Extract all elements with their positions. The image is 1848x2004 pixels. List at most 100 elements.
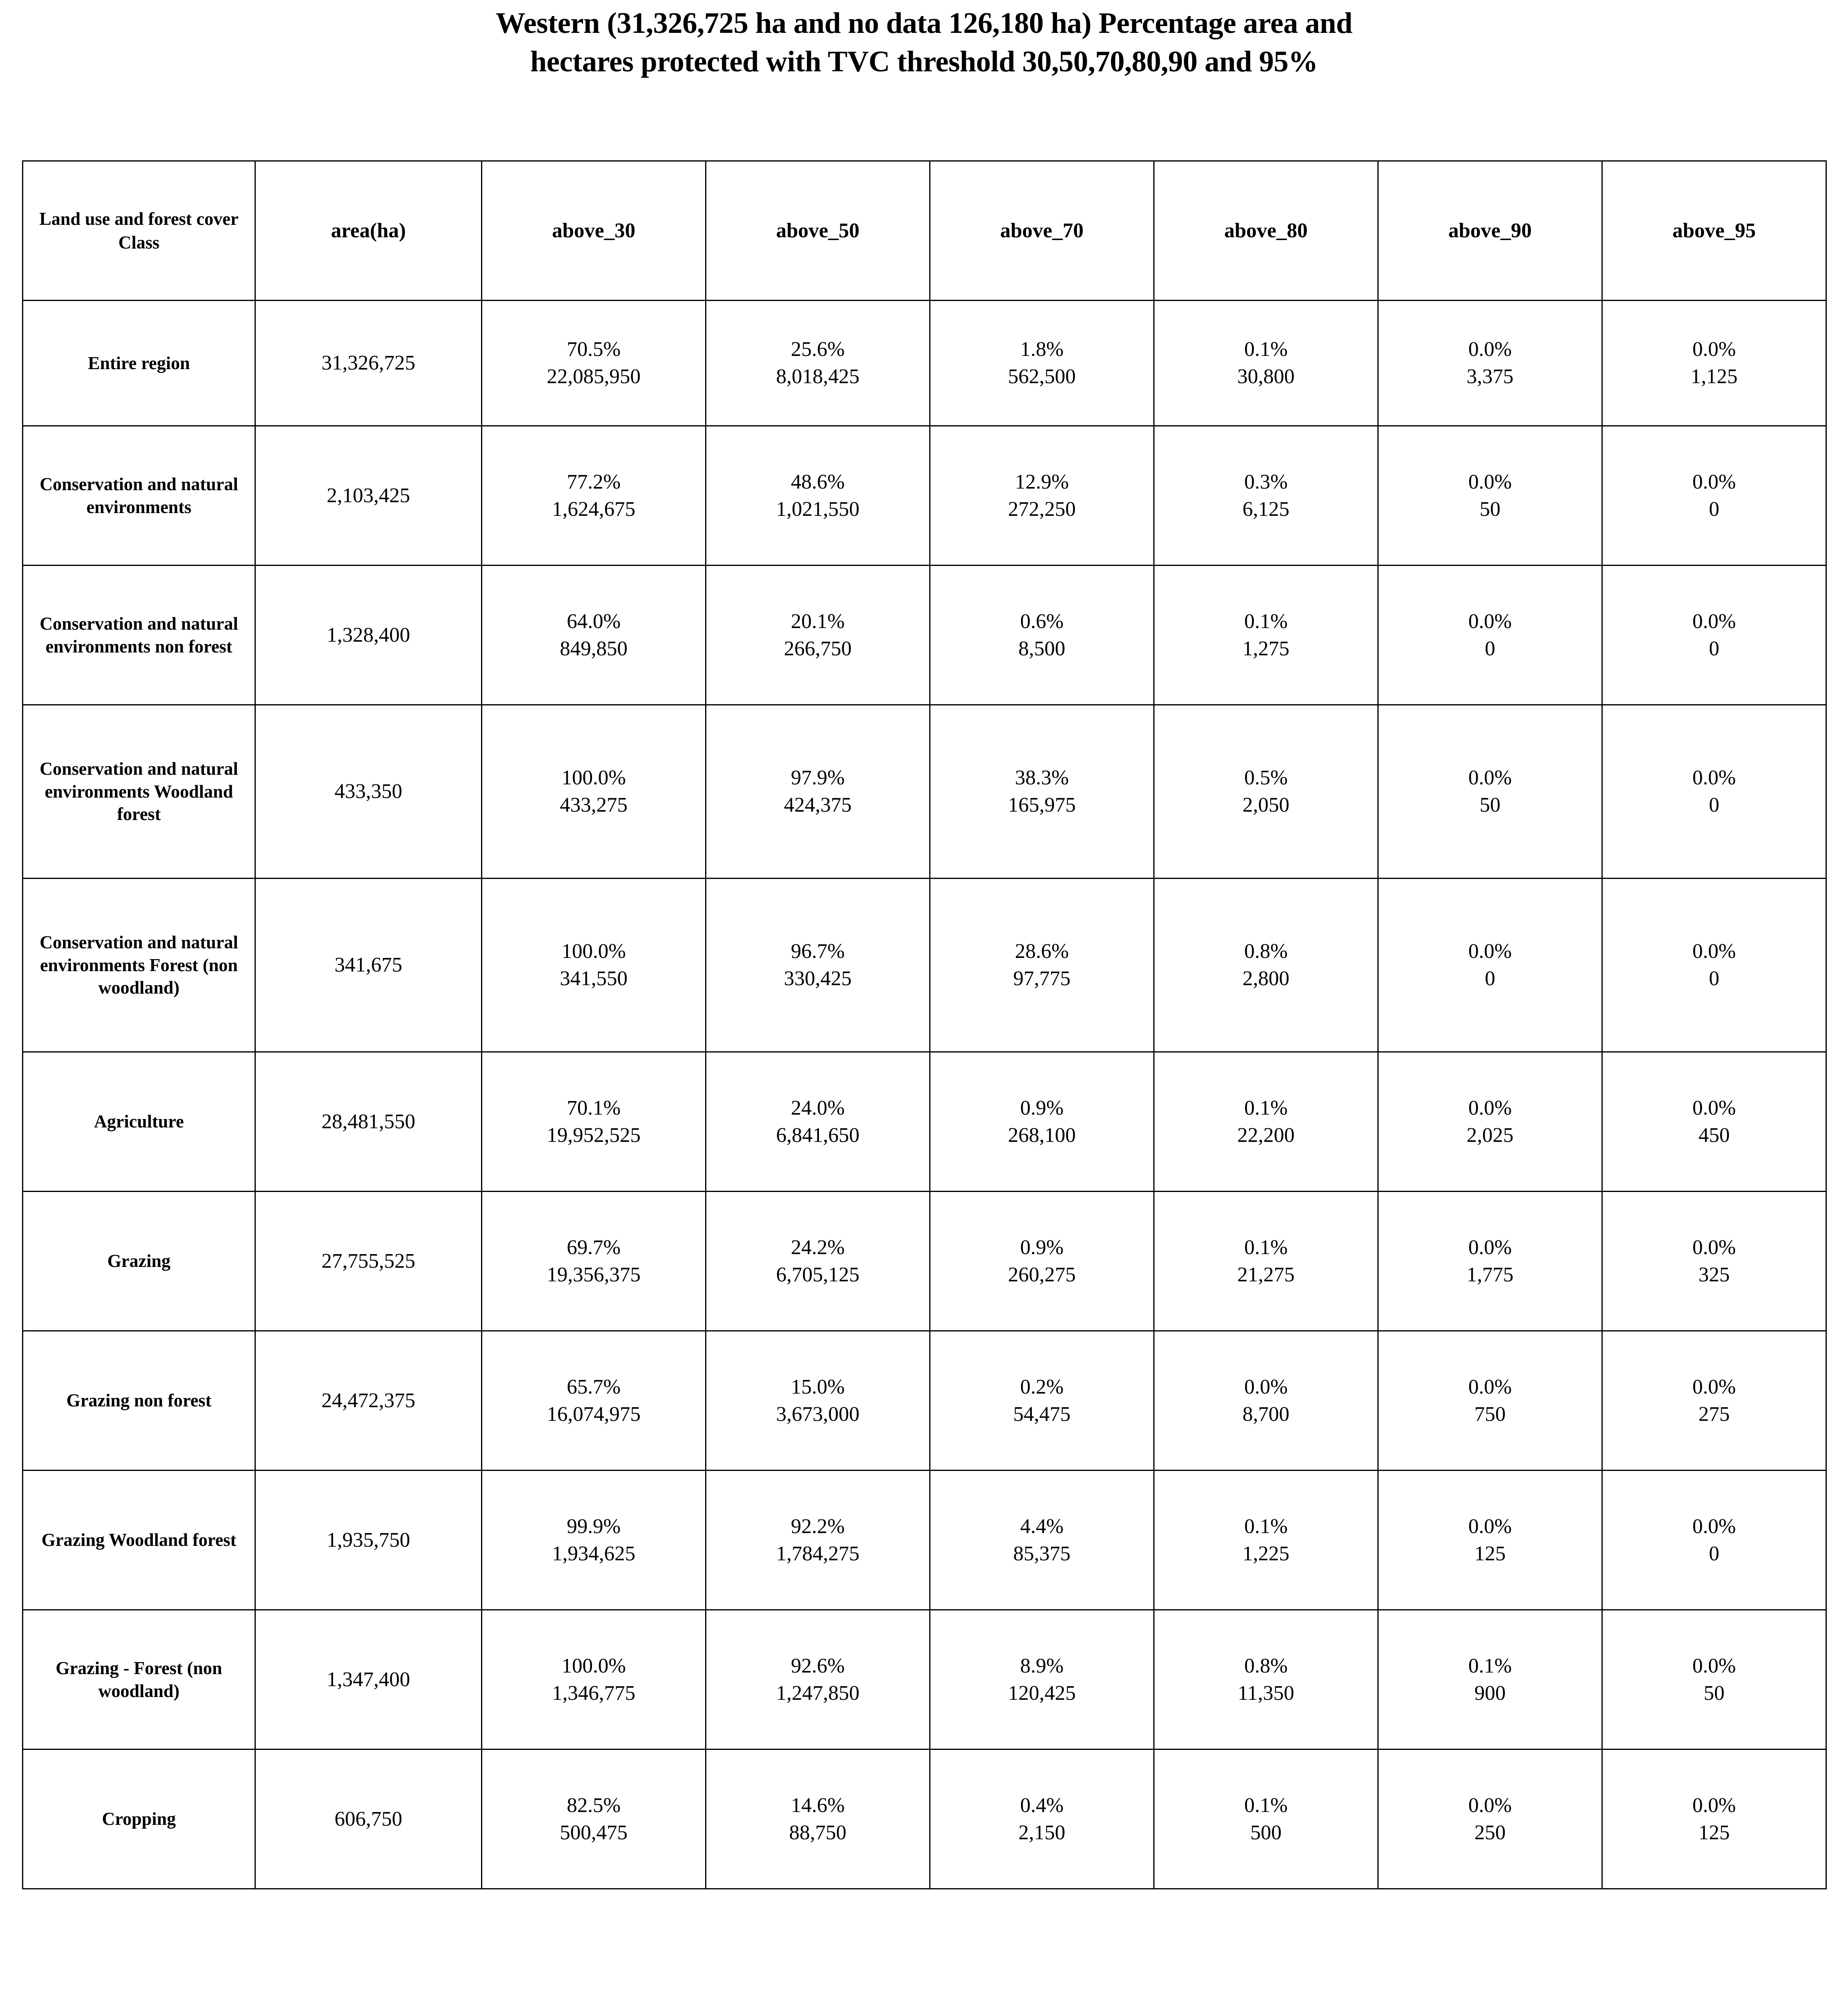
cell-hectares: 1,784,275	[776, 1542, 859, 1565]
page-title: Western (31,326,725 ha and no data 126,1…	[0, 4, 1848, 81]
cell-above-95: 0.0% 275	[1601, 1330, 1827, 1471]
row-class-label: Entire region	[22, 300, 256, 426]
row-area-value: 31,326,725	[255, 300, 482, 426]
cell-hectares: 88,750	[789, 1821, 847, 1844]
cell-percent: 48.6%	[791, 470, 845, 493]
cell-hectares: 50	[1480, 794, 1500, 816]
cell-hectares: 2,800	[1242, 967, 1290, 990]
cell-above-30: 70.5% 22,085,950	[481, 300, 706, 426]
row-class-label: Conservation and natural environments Fo…	[22, 878, 256, 1053]
cell-percent: 0.1%	[1244, 1236, 1288, 1259]
cell-hectares: 500	[1250, 1821, 1282, 1844]
row-class-label: Grazing Woodland forest	[22, 1470, 256, 1610]
cell-above-95: 0.0% 0	[1601, 425, 1827, 566]
cell-percent: 0.0%	[1692, 1515, 1736, 1538]
land-use-table-container: Land use and forest cover Class area(ha)…	[22, 160, 1827, 1889]
cell-above-90: 0.0% 750	[1377, 1330, 1603, 1471]
cell-percent: 70.1%	[566, 1096, 621, 1119]
cell-hectares: 433,275	[560, 794, 628, 816]
row-area-value: 28,481,550	[255, 1051, 482, 1192]
cell-percent: 0.0%	[1692, 1096, 1736, 1119]
title-line-2: hectares protected with TVC threshold 30…	[530, 45, 1318, 79]
cell-above-50: 15.0% 3,673,000	[705, 1330, 930, 1471]
row-area-value: 341,675	[255, 878, 482, 1053]
cell-above-30: 100.0% 433,275	[481, 704, 706, 879]
cell-percent: 100.0%	[561, 940, 626, 963]
table-row: Grazing - Forest (non woodland) 1,347,400…	[22, 1609, 1827, 1750]
column-header-above-90: above_90	[1377, 160, 1603, 301]
cell-above-70: 0.2% 54,475	[929, 1330, 1154, 1471]
cell-above-90: 0.0% 0	[1377, 878, 1603, 1053]
cell-percent: 0.0%	[1692, 766, 1736, 790]
cell-above-80: 0.1% 21,275	[1153, 1191, 1379, 1331]
table-row: Conservation and natural environments no…	[22, 565, 1827, 705]
cell-above-90: 0.0% 125	[1377, 1470, 1603, 1610]
table-row: Cropping 606,750 82.5% 500,475 14.6% 88,750 0.…	[22, 1749, 1827, 1889]
cell-percent: 0.0%	[1692, 338, 1736, 361]
cell-above-50: 24.0% 6,841,650	[705, 1051, 930, 1192]
row-area-value: 606,750	[255, 1749, 482, 1889]
cell-percent: 0.0%	[1468, 470, 1512, 493]
cell-percent: 15.0%	[791, 1375, 845, 1398]
cell-above-30: 64.0% 849,850	[481, 565, 706, 705]
column-header-above-80: above_80	[1153, 160, 1379, 301]
cell-above-95: 0.0% 1,125	[1601, 300, 1827, 426]
cell-above-50: 24.2% 6,705,125	[705, 1191, 930, 1331]
row-area-value: 433,350	[255, 704, 482, 879]
cell-percent: 97.9%	[791, 766, 845, 790]
cell-hectares: 3,673,000	[776, 1402, 859, 1426]
cell-hectares: 341,550	[560, 967, 628, 990]
cell-above-50: 92.2% 1,784,275	[705, 1470, 930, 1610]
cell-hectares: 16,074,975	[547, 1402, 641, 1426]
cell-hectares: 266,750	[784, 637, 852, 660]
cell-percent: 0.0%	[1692, 1794, 1736, 1817]
cell-percent: 0.0%	[1692, 610, 1736, 633]
cell-percent: 0.0%	[1692, 940, 1736, 963]
cell-percent: 38.3%	[1015, 766, 1069, 790]
column-header-area: area(ha)	[255, 160, 482, 301]
land-use-table: Land use and forest cover Class area(ha)…	[22, 160, 1827, 1889]
table-header: Land use and forest cover Class area(ha)…	[22, 160, 1827, 301]
cell-above-80: 0.1% 1,275	[1153, 565, 1379, 705]
cell-above-30: 65.7% 16,074,975	[481, 1330, 706, 1471]
cell-above-30: 100.0% 341,550	[481, 878, 706, 1053]
cell-hectares: 8,018,425	[776, 365, 859, 388]
cell-hectares: 250	[1474, 1821, 1506, 1844]
cell-above-70: 8.9% 120,425	[929, 1609, 1154, 1750]
cell-above-70: 28.6% 97,775	[929, 878, 1154, 1053]
cell-percent: 0.0%	[1692, 1375, 1736, 1398]
cell-above-70: 0.9% 260,275	[929, 1191, 1154, 1331]
cell-hectares: 0	[1709, 1542, 1719, 1565]
cell-hectares: 2,050	[1242, 794, 1290, 816]
cell-percent: 0.5%	[1244, 766, 1288, 790]
row-class-label: Conservation and natural environments no…	[22, 565, 256, 705]
cell-above-30: 77.2% 1,624,675	[481, 425, 706, 566]
cell-hectares: 2,025	[1466, 1123, 1514, 1147]
row-class-label: Conservation and natural environments Wo…	[22, 704, 256, 879]
row-class-label: Grazing non forest	[22, 1330, 256, 1471]
cell-percent: 25.6%	[791, 338, 845, 361]
cell-above-80: 0.1% 30,800	[1153, 300, 1379, 426]
cell-hectares: 8,500	[1018, 637, 1066, 660]
row-area-value: 1,328,400	[255, 565, 482, 705]
row-area-value: 1,347,400	[255, 1609, 482, 1750]
row-area-value: 2,103,425	[255, 425, 482, 566]
cell-hectares: 85,375	[1013, 1542, 1071, 1565]
table-row: Agriculture 28,481,550 70.1% 19,952,525 24.0…	[22, 1051, 1827, 1192]
cell-hectares: 6,705,125	[776, 1263, 859, 1286]
cell-hectares: 1,775	[1466, 1263, 1514, 1286]
table-row: Grazing 27,755,525 69.7% 19,356,375 24.2% 6,7…	[22, 1191, 1827, 1331]
cell-above-50: 48.6% 1,021,550	[705, 425, 930, 566]
cell-hectares: 1,275	[1242, 637, 1290, 660]
cell-hectares: 1,934,625	[552, 1542, 635, 1565]
cell-percent: 0.0%	[1468, 610, 1512, 633]
cell-hectares: 272,250	[1008, 497, 1076, 521]
cell-percent: 20.1%	[791, 610, 845, 633]
table-row: Grazing Woodland forest 1,935,750 99.9% 1,9…	[22, 1470, 1827, 1610]
cell-hectares: 165,975	[1008, 794, 1076, 816]
cell-percent: 0.0%	[1468, 1794, 1512, 1817]
cell-above-30: 100.0% 1,346,775	[481, 1609, 706, 1750]
table-header-row: Land use and forest cover Class area(ha)…	[22, 160, 1827, 301]
cell-hectares: 19,356,375	[547, 1263, 641, 1286]
cell-percent: 4.4%	[1020, 1515, 1064, 1538]
